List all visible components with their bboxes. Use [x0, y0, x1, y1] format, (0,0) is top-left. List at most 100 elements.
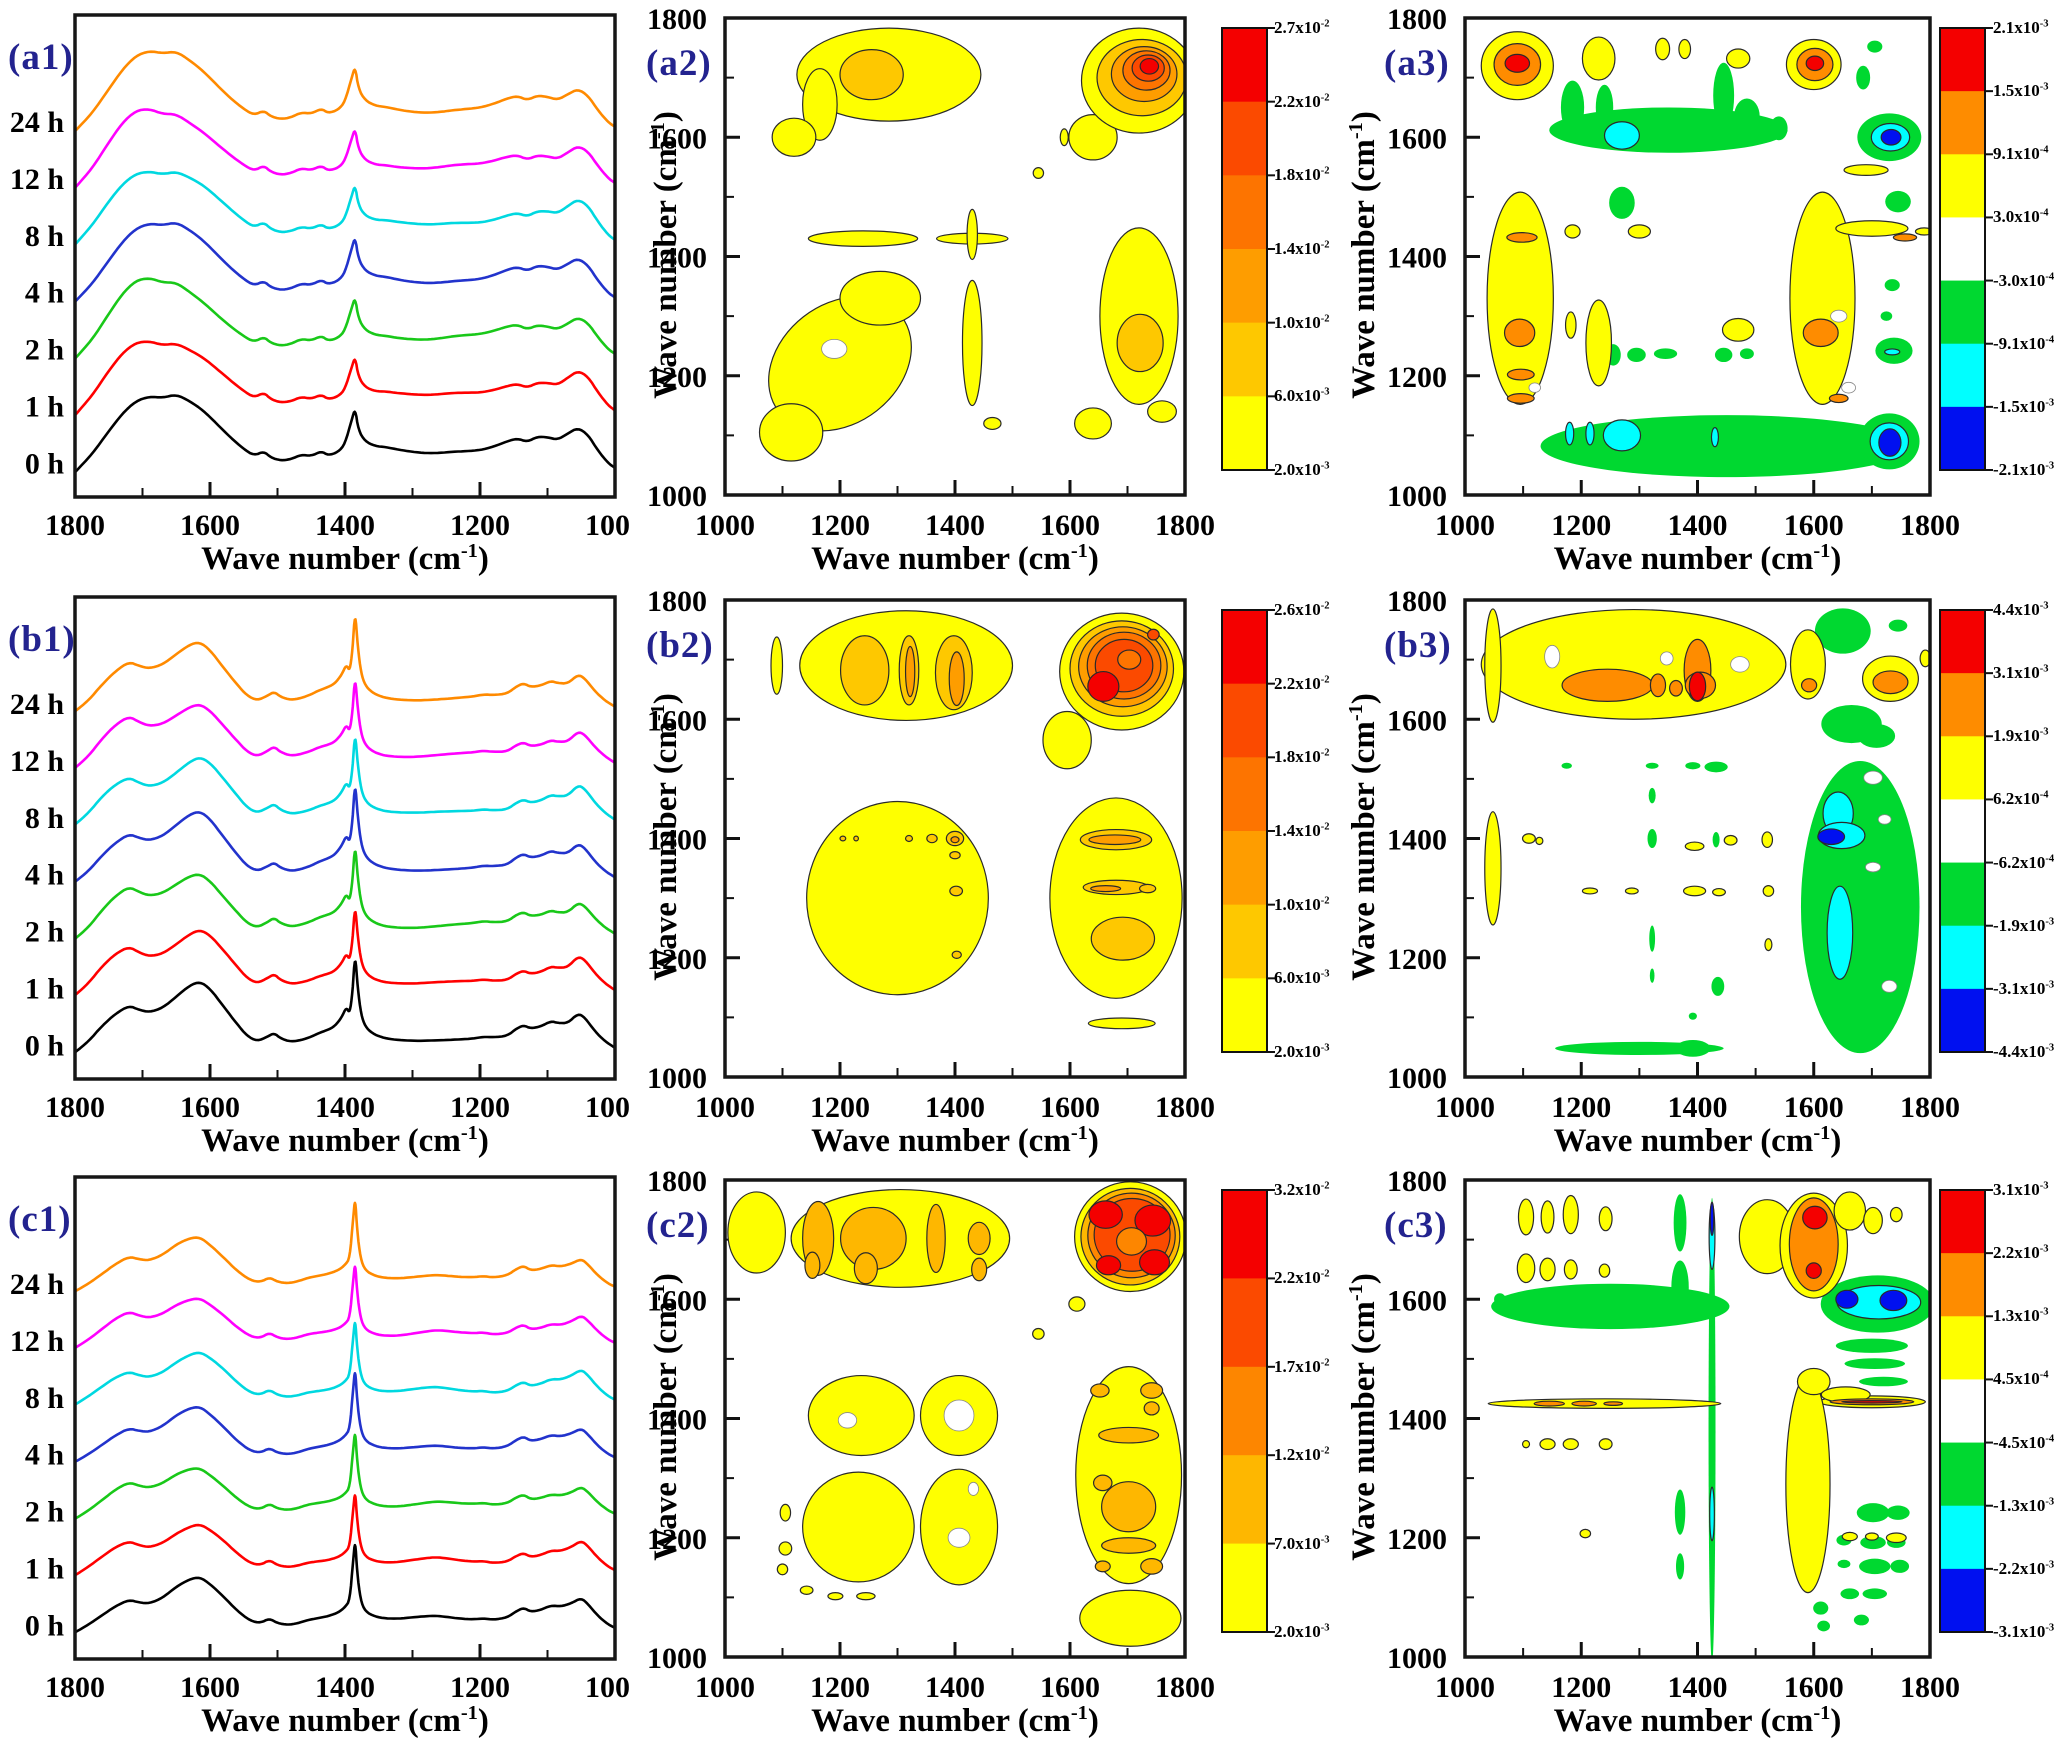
svg-text:1000: 1000	[647, 480, 707, 513]
plot-frame	[723, 16, 1187, 497]
plot-canvas: 1000 1200 1400 1600 1800 1800 1600 1400 1200 1000	[1387, 585, 1993, 1124]
colorbar	[1939, 609, 1993, 1053]
svg-text:1200: 1200	[647, 361, 707, 394]
curve-label-12h: 12 h	[10, 163, 65, 196]
x-axis-title: Wave number (cm-1)	[811, 540, 1099, 577]
curve-label-2h: 2 h	[25, 1496, 65, 1529]
spectrum-curve-4h	[74, 1372, 616, 1464]
tick-labels: 1000 1200 1400 1600 1800 1800 1600 1400 1200 1000	[647, 3, 1215, 542]
colorbar-tick-label: 3.1x10-3	[1993, 663, 2049, 683]
svg-text:1000: 1000	[695, 1091, 755, 1124]
colorbar-tick-label: 4.4x10-3	[1993, 600, 2049, 619]
spectrum-curve-0h	[74, 1543, 616, 1634]
svg-text:1400: 1400	[1387, 1404, 1447, 1437]
spectrum-curve-0h	[74, 960, 616, 1054]
svg-text:1600: 1600	[647, 1284, 707, 1317]
curve-label-8h: 8 h	[25, 1382, 65, 1415]
colorbar-tick-label: -1.5x10-3	[1993, 396, 2055, 416]
svg-text:1600: 1600	[647, 122, 707, 155]
colorbar	[1221, 1189, 1275, 1633]
tick-labels: 1000 1200 1400 1600 1800 1800 1600 1400 1200 1000	[1387, 3, 1960, 542]
colorbar-tick-label: 1.8x10-2	[1274, 165, 1330, 185]
spectrum-curve-24h	[74, 618, 616, 713]
spectrum-curve-2h	[74, 850, 616, 940]
panel-c3: (c3) Wave number (cm-1) Wave number (cm-…	[1340, 1162, 2067, 1740]
contour-blobs	[727, 1181, 1185, 1647]
curve-label-0h: 0 h	[25, 1029, 65, 1062]
svg-text:1800: 1800	[1387, 585, 1447, 618]
svg-text:1800: 1800	[45, 1091, 105, 1124]
svg-text:1600: 1600	[180, 1671, 240, 1704]
svg-text:1800: 1800	[1155, 1091, 1215, 1124]
x-axis-title: Wave number (cm-1)	[201, 540, 489, 577]
spectrum-curve-12h	[74, 682, 616, 769]
x-axis-title: Wave number (cm-1)	[811, 1702, 1099, 1739]
svg-text:1200: 1200	[450, 1091, 510, 1124]
spectrum-curve-1h	[74, 1494, 616, 1577]
svg-text:1000: 1000	[1435, 509, 1495, 542]
colorbar-tick-label: 2.2x10-3	[1993, 1243, 2049, 1263]
spectrum-curve-24h	[74, 1201, 616, 1293]
axis-ticks	[73, 482, 617, 497]
plot-frame	[1463, 1178, 1932, 1659]
curve-label-4h: 4 h	[25, 859, 65, 892]
colorbar-tick-label: 1.4x10-2	[1274, 239, 1330, 258]
panel-c1: (c1) Wave number (cm-1) 1800 1600 1400 1200…	[0, 1162, 630, 1740]
panel-b1: (b1) Wave number (cm-1) 1800 1600 1400 1200…	[0, 582, 630, 1160]
colorbar-tick-label: 2.0x10-3	[1274, 460, 1330, 479]
svg-text:1400: 1400	[315, 509, 375, 542]
colorbar-tick-label: 1.0x10-2	[1274, 894, 1330, 914]
svg-text:1000: 1000	[585, 509, 630, 542]
x-axis-title: Wave number (cm-1)	[811, 1122, 1099, 1159]
svg-text:1400: 1400	[1387, 824, 1447, 857]
plot-frame	[723, 598, 1187, 1079]
colorbar-tick-label: 6.2x10-4	[1993, 789, 2049, 809]
svg-text:1400: 1400	[315, 1671, 375, 1704]
svg-text:1200: 1200	[810, 1671, 870, 1704]
colorbar-tick-label: 2.0x10-3	[1274, 1622, 1330, 1641]
svg-text:1600: 1600	[1040, 1091, 1100, 1124]
spectrum-curve-2h	[74, 277, 616, 360]
svg-text:1800: 1800	[1900, 509, 1960, 542]
plot-frame	[73, 595, 617, 1081]
curve-label-8h: 8 h	[25, 802, 65, 835]
spectrum-curve-8h	[74, 1321, 616, 1406]
svg-text:1800: 1800	[647, 3, 707, 36]
svg-text:1800: 1800	[647, 585, 707, 618]
svg-text:1000: 1000	[1387, 1062, 1447, 1095]
panel-c2: (c2) Wave number (cm-1) Wave number (cm-…	[630, 1162, 1340, 1740]
colorbar-tick-label: -1.3x10-3	[1993, 1495, 2055, 1515]
colorbar-tick-label: -9.1x10-4	[1993, 333, 2055, 353]
axis-ticks	[1463, 1178, 1932, 1659]
plot-frame	[73, 1175, 617, 1661]
spectrum-curve-1h	[74, 340, 616, 417]
colorbar-tick-label: 6.0x10-3	[1274, 968, 1330, 988]
svg-text:1000: 1000	[585, 1091, 630, 1124]
colorbar	[1939, 1189, 1993, 1633]
colorbar-tick-label: 3.1x10-3	[1993, 1180, 2049, 1199]
svg-text:1200: 1200	[1551, 509, 1611, 542]
colorbar-tick-label: 9.1x10-4	[1993, 144, 2049, 164]
svg-text:1400: 1400	[647, 1404, 707, 1437]
contour-blobs	[1480, 608, 1930, 1057]
plot-canvas: 1800 1600 1400 1200 1000 0 h 1 h 2 h 4 h 8 h 12 h 2…	[10, 13, 630, 542]
svg-text:1200: 1200	[1387, 1523, 1447, 1556]
x-axis-title: Wave number (cm-1)	[201, 1702, 489, 1739]
colorbar-tick-label: -1.9x10-3	[1993, 915, 2055, 935]
svg-text:1200: 1200	[1551, 1671, 1611, 1704]
svg-text:1000: 1000	[647, 1642, 707, 1675]
svg-text:1800: 1800	[45, 509, 105, 542]
svg-text:1800: 1800	[1387, 3, 1447, 36]
svg-text:1600: 1600	[1040, 509, 1100, 542]
plot-canvas: 1000 1200 1400 1600 1800 1800 1600 1400 1200 1000	[1387, 3, 1993, 542]
x-axis-title: Wave number (cm-1)	[1553, 540, 1842, 577]
curve-label-12h: 12 h	[10, 1325, 65, 1358]
svg-text:1000: 1000	[695, 1671, 755, 1704]
svg-text:1200: 1200	[1387, 361, 1447, 394]
curve-label-8h: 8 h	[25, 220, 65, 253]
svg-text:1400: 1400	[1387, 242, 1447, 275]
svg-text:1400: 1400	[1668, 1091, 1728, 1124]
colorbar-tick-label: -2.2x10-3	[1993, 1558, 2055, 1578]
colorbar	[1939, 27, 1993, 471]
